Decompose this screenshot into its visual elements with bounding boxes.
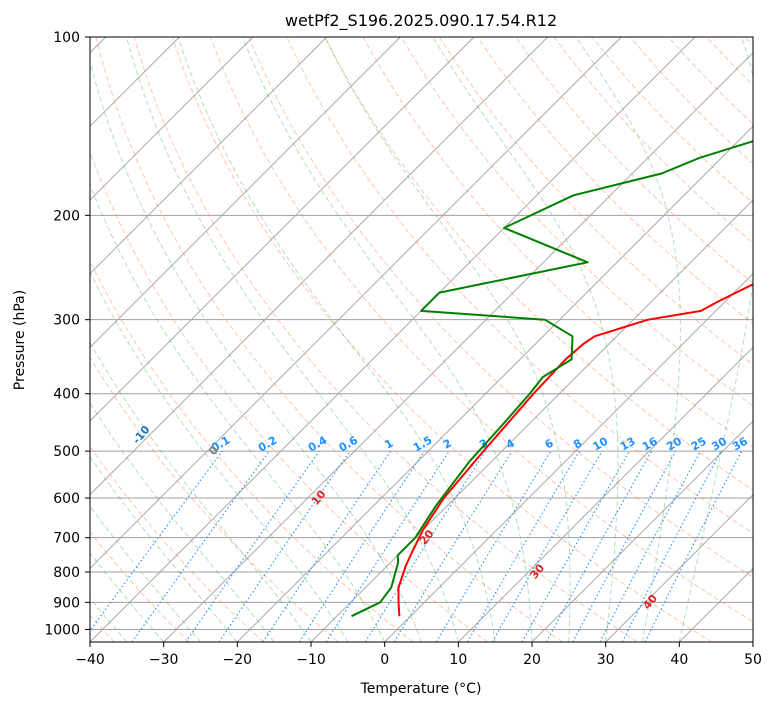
dry-adiabat-line: [95, 37, 563, 642]
mixing-ratio-line: [218, 450, 351, 642]
isotherm-line: [531, 420, 753, 642]
isotherm-line: [90, 37, 254, 201]
isotherm-line: [90, 37, 696, 642]
mixing-ratio-line: [131, 450, 270, 642]
y-tick-label: 200: [53, 208, 80, 224]
dry-adiabat-line: [400, 37, 753, 407]
dry-adiabat-line: [324, 37, 753, 491]
x-axis-title: Temperature (°C): [360, 681, 482, 697]
plot-area: 0.10.20.40.611.52346810131620253036-100-…: [90, 37, 753, 642]
moist-adiabat-line: [90, 455, 238, 642]
y-tick-label: 600: [53, 491, 80, 507]
y-tick-label: 800: [53, 565, 80, 581]
dry-adiabat-line: [248, 37, 753, 578]
sounding-series: [351, 139, 753, 618]
isotherm-line: [90, 37, 548, 496]
dry-adiabat-line: [286, 37, 753, 534]
isotherm-gridlines: [90, 37, 753, 642]
dry-adiabats: [90, 37, 753, 642]
moist-adiabat-line: [90, 552, 165, 642]
dry-adiabat-line: [133, 37, 638, 642]
mixing-ratio-line: [90, 450, 223, 632]
x-tick-label: 0: [380, 652, 389, 668]
mixing-ratio-line: [393, 450, 513, 642]
isotherm-line: [605, 494, 753, 642]
isotherm-line: [90, 37, 401, 348]
x-tick-label: −30: [149, 652, 179, 668]
isotherm-line: [90, 37, 475, 422]
dry-adiabat-line: [362, 37, 753, 449]
y-axis-title: Pressure (hPa): [12, 290, 28, 390]
dry-adiabat-line: [171, 37, 712, 642]
dewpoint-line: [351, 139, 753, 618]
x-tick-label: 30: [597, 652, 615, 668]
moist-adiabat-line: [90, 183, 386, 642]
moist-adiabat-line: [90, 271, 349, 642]
plot-frame: [89, 36, 754, 643]
mixing-ratio-line: [545, 450, 653, 642]
x-tick-label: 40: [670, 652, 688, 668]
y-tick-label: 300: [53, 313, 80, 329]
mixing-ratio-line: [325, 450, 450, 642]
dry-adiabat-line: [591, 37, 753, 204]
mixing-ratio-line: [521, 450, 630, 642]
moist-adiabats: [90, 37, 753, 642]
y-tick-label: 1000: [44, 622, 80, 638]
dry-adiabat-line: [90, 259, 414, 642]
x-tick-label: 50: [744, 652, 762, 668]
mixing-ratio-line: [364, 450, 486, 642]
x-tick-label: −10: [296, 652, 326, 668]
isotherm-line: [237, 125, 753, 642]
moist-adiabat-line: [242, 37, 533, 642]
y-axis-ticks: 100 200 300 400 500 600 700 800 900 1000: [44, 30, 90, 638]
mixing-ratio-line: [572, 450, 677, 642]
y-tick-label: 700: [53, 531, 80, 547]
x-tick-label: 10: [449, 652, 467, 668]
isotherm-line: [90, 37, 622, 569]
y-tick-label: 500: [53, 444, 80, 460]
y-tick-label: 100: [53, 30, 80, 46]
x-tick-label: −20: [223, 652, 253, 668]
moist-adiabat-line: [90, 59, 422, 642]
isotherm-line: [384, 273, 753, 642]
mixing-ratio-line: [491, 450, 603, 642]
moist-adiabat-line: [324, 37, 571, 642]
moist-adiabat-line: [90, 401, 275, 642]
temperature-line: [397, 283, 753, 617]
dry-adiabat-line: [90, 150, 488, 642]
dry-adiabat-line: [90, 356, 339, 642]
isotherm-line: [90, 37, 327, 275]
y-tick-label: 400: [53, 387, 80, 403]
isobar-gridlines: [90, 37, 753, 630]
dry-adiabat-line: [438, 37, 753, 366]
dry-adiabat-line: [210, 37, 753, 623]
isotherm-line: [458, 346, 753, 642]
moist-adiabat-line: [575, 37, 681, 642]
dry-adiabat-line: [553, 37, 753, 244]
x-tick-label: 20: [523, 652, 541, 668]
mixing-ratio-lines: [90, 450, 743, 642]
mixing-ratio-line: [185, 450, 320, 642]
y-tick-label: 900: [53, 595, 80, 611]
moist-adiabat-line: [126, 37, 459, 642]
x-axis-ticks: −40 −30 −20 −10 0 10 20 30 40 50: [75, 642, 762, 668]
dry-adiabat-line: [477, 37, 753, 325]
isotherm-line: [163, 52, 753, 642]
dry-adiabat-line: [90, 531, 190, 642]
mixing-ratio-line: [435, 450, 552, 642]
chart-title: wetPf2_S196.2025.090.17.54.R12: [285, 11, 557, 31]
moist-adiabat-line: [90, 341, 312, 642]
x-tick-label: −40: [75, 652, 105, 668]
mixing-ratio-line: [467, 450, 580, 642]
